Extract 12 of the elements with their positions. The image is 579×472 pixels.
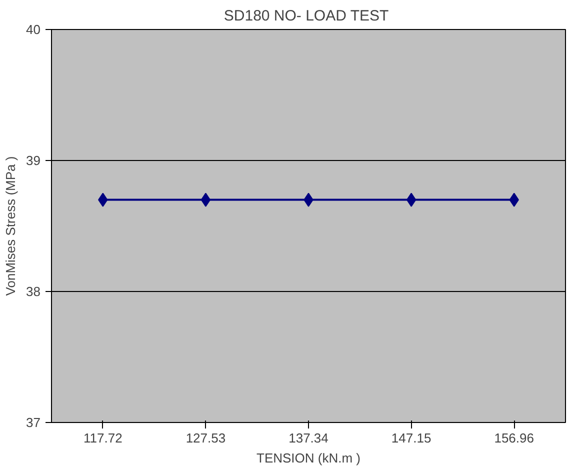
x-tick-label: 156.96: [494, 430, 534, 446]
x-tick-label: 127.53: [186, 430, 226, 446]
x-tick-label: 117.72: [84, 430, 122, 446]
y-axis-title: VonMises Stress (MPa ): [3, 156, 18, 296]
y-tick-label: 38: [26, 284, 41, 299]
chart-title: SD180 NO- LOAD TEST: [224, 8, 389, 24]
x-tick-label: 137.34: [288, 430, 328, 446]
x-axis-title: TENSION (kN.m ): [256, 450, 361, 466]
y-tick-label: 37: [26, 415, 41, 430]
y-tick-label: 39: [26, 153, 41, 168]
x-tick-label: 147.15: [391, 430, 432, 446]
y-tick-label: 40: [26, 22, 41, 37]
